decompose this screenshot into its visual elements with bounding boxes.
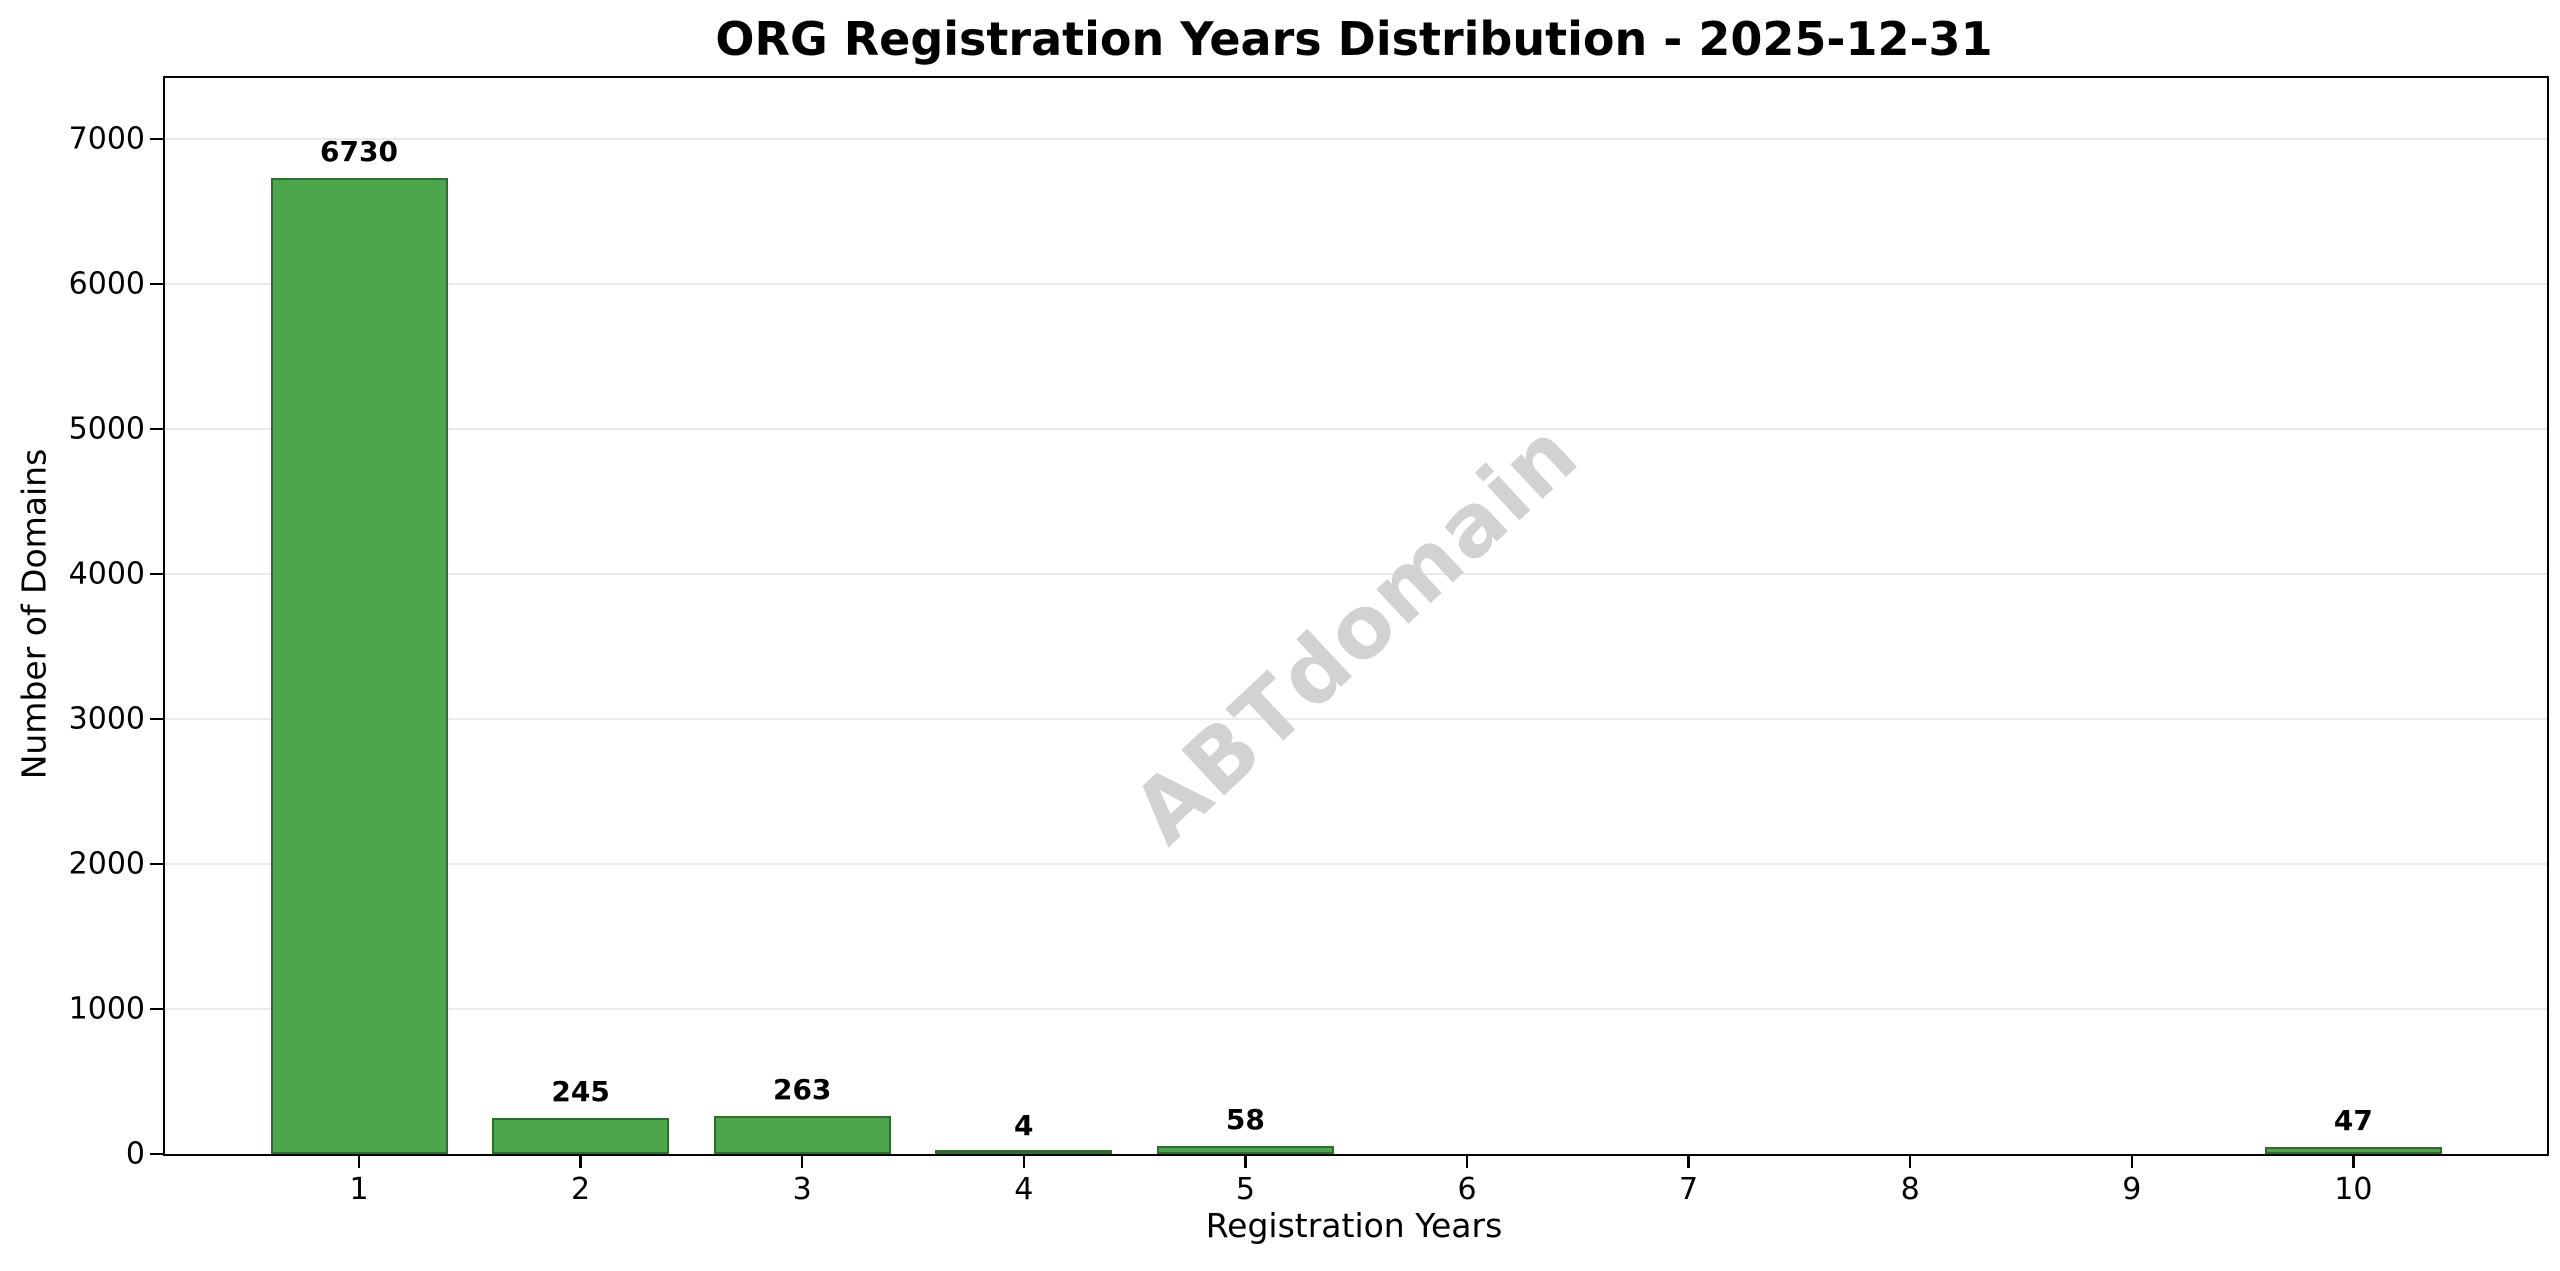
- chart-title: ORG Registration Years Distribution - 20…: [715, 12, 1993, 66]
- y-tick-mark: [149, 137, 165, 141]
- bar-value-label: 245: [551, 1075, 610, 1109]
- y-tick-label: 7000: [68, 121, 145, 157]
- y-tick-mark: [149, 427, 165, 431]
- x-tick-mark: [1908, 1154, 1912, 1168]
- y-axis-label: Number of Domains: [14, 448, 54, 780]
- gridline: [165, 1007, 2547, 1010]
- plot-area: ABTdomain 6730 245 263 4 58 47 0 1000 2000 3000 4…: [69, 76, 2549, 1207]
- bar-value-label: 58: [1225, 1102, 1265, 1136]
- bar-value-label: 6730: [320, 135, 398, 169]
- x-tick-mark: [2130, 1154, 2134, 1168]
- x-tick-mark: [357, 1154, 361, 1168]
- x-tick-mark: [1244, 1154, 1247, 1168]
- y-tick-mark: [149, 572, 165, 576]
- x-tick-label: 4: [1014, 1172, 1034, 1207]
- x-tick-mark: [1465, 1154, 1469, 1168]
- x-tick-label: 3: [792, 1172, 812, 1207]
- y-tick-mark: [149, 862, 165, 866]
- bar: [713, 1115, 891, 1154]
- x-tick-mark: [1687, 1154, 1690, 1168]
- x-axis-label: Registration Years: [1205, 1206, 1503, 1245]
- gridline: [165, 137, 2547, 140]
- gridline: [165, 282, 2547, 285]
- y-tick-mark: [149, 282, 165, 286]
- bar: [1156, 1145, 1334, 1154]
- bar: [492, 1118, 670, 1154]
- x-tick-label: 9: [2122, 1172, 2142, 1207]
- bar: [935, 1150, 1113, 1154]
- watermark-text: ABTdomain: [1114, 403, 1598, 864]
- bar-value-label: 263: [772, 1072, 832, 1106]
- y-tick-mark: [149, 1152, 165, 1156]
- bar-value-label: 4: [1014, 1108, 1034, 1142]
- x-tick-label: 2: [571, 1172, 591, 1207]
- x-tick-mark: [1022, 1154, 1026, 1168]
- x-tick-label: 6: [1457, 1172, 1477, 1207]
- x-tick-mark: [579, 1154, 582, 1168]
- y-tick-label: 1000: [68, 991, 145, 1027]
- y-tick-mark: [149, 717, 165, 721]
- gridline: [165, 717, 2547, 720]
- y-tick-mark: [149, 1007, 165, 1011]
- gridline: [165, 572, 2547, 575]
- y-tick-label: 6000: [68, 266, 145, 302]
- y-tick-label: 0: [125, 1136, 145, 1172]
- gridline: [165, 862, 2547, 865]
- y-tick-label: 3000: [68, 701, 145, 737]
- bar: [2264, 1147, 2442, 1154]
- y-tick-label: 4000: [68, 556, 145, 592]
- gridline: [165, 427, 2547, 430]
- y-tick-label: 5000: [68, 411, 145, 447]
- x-tick-label: 7: [1679, 1172, 1699, 1207]
- x-tick-label: 5: [1235, 1172, 1255, 1207]
- x-tick-label: 8: [1900, 1172, 1920, 1207]
- x-tick-label: 10: [2334, 1172, 2373, 1207]
- x-tick-mark: [800, 1154, 804, 1168]
- y-tick-label: 2000: [68, 846, 145, 882]
- x-tick-mark: [2352, 1154, 2355, 1168]
- x-tick-label: 1: [349, 1172, 369, 1207]
- bar-value-label: 47: [2333, 1104, 2373, 1138]
- bar: [270, 178, 448, 1154]
